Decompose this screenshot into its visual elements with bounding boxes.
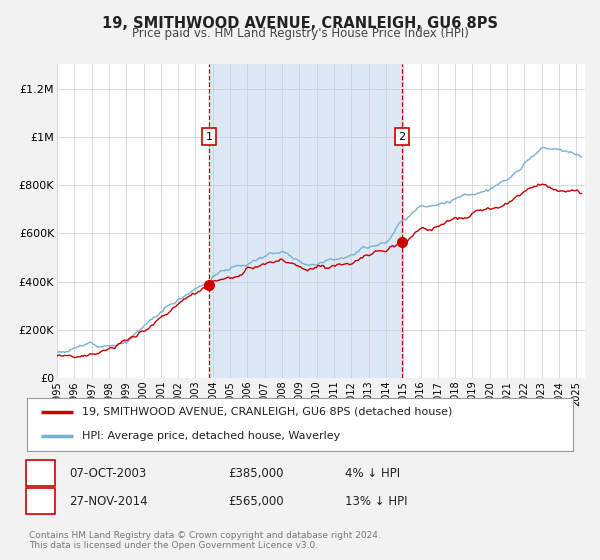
Text: 1: 1 (37, 468, 44, 478)
Text: This data is licensed under the Open Government Licence v3.0.: This data is licensed under the Open Gov… (29, 541, 318, 550)
Bar (209, 64, 401, 378)
Text: 27-NOV-2014: 27-NOV-2014 (69, 494, 148, 508)
Text: Contains HM Land Registry data © Crown copyright and database right 2024.: Contains HM Land Registry data © Crown c… (29, 531, 380, 540)
Text: £565,000: £565,000 (228, 494, 284, 508)
Text: Price paid vs. HM Land Registry's House Price Index (HPI): Price paid vs. HM Land Registry's House … (131, 27, 469, 40)
Text: 19, SMITHWOOD AVENUE, CRANLEIGH, GU6 8PS (detached house): 19, SMITHWOOD AVENUE, CRANLEIGH, GU6 8PS… (82, 407, 452, 417)
Text: 4% ↓ HPI: 4% ↓ HPI (345, 466, 400, 480)
Text: 19, SMITHWOOD AVENUE, CRANLEIGH, GU6 8PS: 19, SMITHWOOD AVENUE, CRANLEIGH, GU6 8PS (102, 16, 498, 31)
Text: 1: 1 (206, 132, 212, 142)
Text: 13% ↓ HPI: 13% ↓ HPI (345, 494, 407, 508)
Text: HPI: Average price, detached house, Waverley: HPI: Average price, detached house, Wave… (82, 431, 340, 441)
Text: 2: 2 (398, 132, 405, 142)
Text: £385,000: £385,000 (228, 466, 284, 480)
Text: 07-OCT-2003: 07-OCT-2003 (69, 466, 146, 480)
Text: 2: 2 (37, 496, 44, 506)
